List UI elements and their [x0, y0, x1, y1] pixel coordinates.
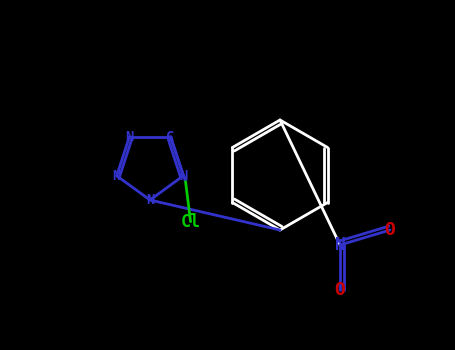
Text: Cl: Cl [181, 213, 201, 231]
Text: N: N [179, 169, 187, 183]
Text: N: N [334, 236, 345, 254]
Text: C: C [167, 130, 175, 144]
Text: N: N [125, 130, 134, 144]
Text: N: N [112, 169, 121, 183]
Text: N: N [146, 193, 154, 207]
Text: O: O [384, 221, 395, 239]
Text: O: O [334, 281, 345, 299]
